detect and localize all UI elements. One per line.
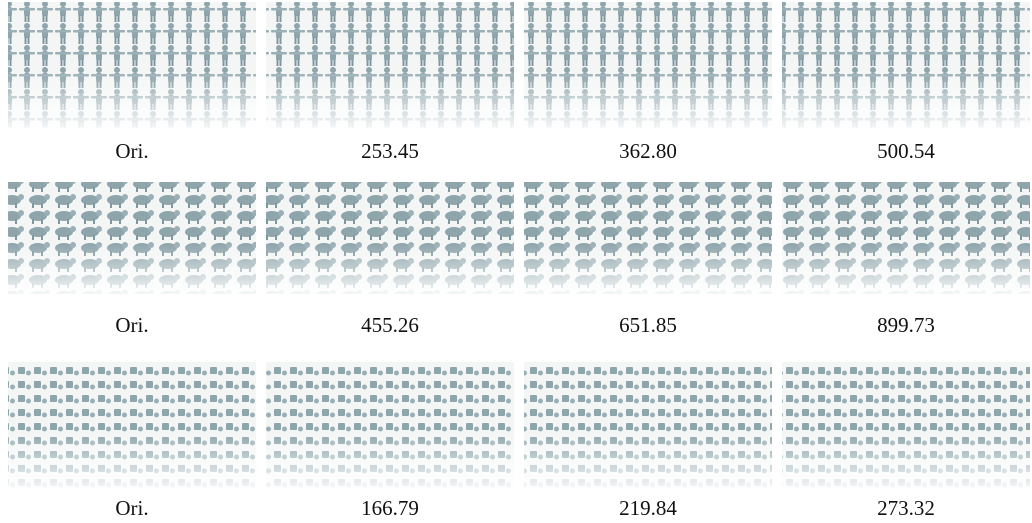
thumbnail-shading	[266, 2, 514, 128]
caption: 166.79	[361, 496, 419, 520]
thumbnail-shading	[524, 182, 772, 294]
thumbnail-shading	[524, 2, 772, 128]
caption: 651.85	[619, 313, 677, 337]
caption: 455.26	[361, 313, 419, 337]
caption: 500.54	[877, 139, 935, 163]
caption: 219.84	[619, 496, 677, 520]
thumbnail-shading	[782, 362, 1030, 488]
thumbnail-shading	[782, 2, 1030, 128]
caption: Ori.	[115, 496, 148, 520]
caption: 273.32	[877, 496, 935, 520]
thumbnail-shading	[8, 2, 256, 128]
caption: 362.80	[619, 139, 677, 163]
caption: Ori.	[115, 313, 148, 337]
caption: 253.45	[361, 139, 419, 163]
thumbnail-shading	[266, 182, 514, 294]
thumbnail-shading	[782, 182, 1030, 294]
figure: Ori. 253.45 362.80 500.54 Ori. 455.26 651.85 89…	[0, 0, 1032, 523]
thumbnail-shading	[8, 362, 256, 488]
thumbnail-shading	[266, 362, 514, 488]
thumbnail-shading	[8, 182, 256, 294]
caption: Ori.	[115, 139, 148, 163]
caption: 899.73	[877, 313, 935, 337]
thumbnail-shading	[524, 362, 772, 488]
